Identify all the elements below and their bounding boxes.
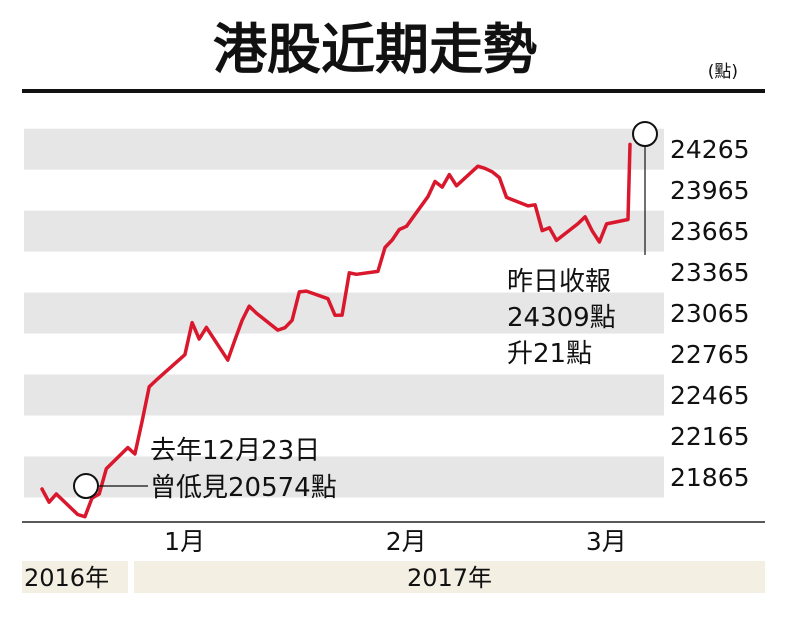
- y-tick-label: 23965: [670, 176, 750, 205]
- month-label: 1月: [164, 527, 205, 556]
- grid-bands: [24, 128, 664, 498]
- point-markers: [73, 121, 658, 499]
- unit-label: (點): [708, 62, 738, 82]
- y-tick-label: 22465: [670, 381, 750, 410]
- month-label: 3月: [586, 527, 627, 556]
- y-tick-label: 23665: [670, 217, 750, 246]
- y-tick-label: 22165: [670, 422, 750, 451]
- year-labels: 2016年 2017年: [22, 561, 765, 593]
- y-tick-label: 23365: [670, 258, 750, 287]
- year-label: 2016年: [24, 564, 109, 592]
- month-labels: 1月 2月 3月: [164, 527, 627, 556]
- grid-band: [24, 374, 664, 416]
- grid-band: [24, 128, 664, 170]
- y-axis-ticks: 24265 23965 23665 23365 23065 22765 22465 22165…: [670, 135, 750, 492]
- series-line: [40, 142, 632, 519]
- low-annotation: 曾低見20574點: [150, 473, 337, 503]
- y-tick-label: 24265: [670, 135, 750, 164]
- close-annotation: 昨日收報: [507, 267, 611, 297]
- year-band: [22, 561, 128, 593]
- y-tick-label: 21865: [670, 463, 750, 492]
- grid-band: [24, 456, 664, 498]
- year-band: [134, 561, 765, 593]
- low-point-marker: [73, 473, 99, 499]
- chart-title: 港股近期走勢: [213, 17, 537, 81]
- y-tick-label: 23065: [670, 299, 750, 328]
- close-annotation: 24309點: [507, 303, 616, 333]
- close-point-marker: [632, 121, 658, 147]
- close-annotation: 升21點: [507, 339, 592, 369]
- grid-band: [24, 210, 664, 252]
- low-annotation: 去年12月23日: [150, 436, 320, 466]
- index-line: [40, 142, 632, 519]
- year-label: 2017年: [407, 564, 492, 592]
- y-tick-label: 22765: [670, 340, 750, 369]
- month-label: 2月: [386, 527, 427, 556]
